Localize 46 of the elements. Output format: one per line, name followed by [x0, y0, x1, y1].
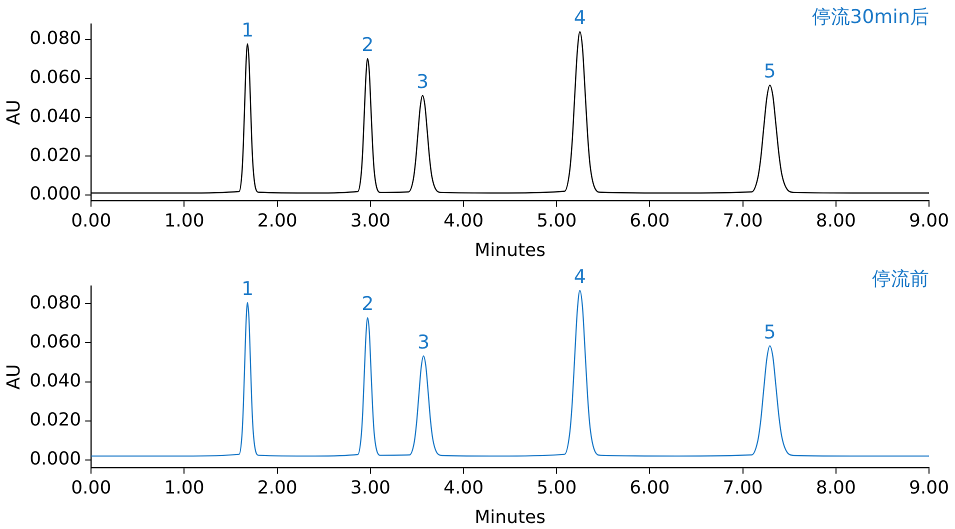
x-tick-label: 6.00 — [630, 210, 670, 232]
x-tick-label: 2.00 — [257, 477, 298, 498]
annotation: 2 — [362, 34, 374, 56]
x-tick-label: 7.00 — [722, 477, 763, 498]
x-tick-label: 1.00 — [164, 477, 204, 498]
x-tick-label: 1.00 — [164, 210, 204, 232]
x-tick-label: 4.00 — [443, 210, 484, 232]
y-tick-label: 0.020 — [30, 144, 82, 166]
annotation: 停流前 — [872, 267, 929, 292]
x-tick-label: 7.00 — [722, 210, 763, 232]
x-tick-label: 3.00 — [350, 477, 390, 498]
x-tick-label: 0.00 — [71, 477, 112, 498]
x-tick-label: 3.00 — [350, 210, 390, 232]
x-axis-title: Minutes — [474, 506, 546, 528]
y-tick-label: 0.080 — [30, 28, 82, 50]
y-tick-label: 0.000 — [30, 184, 82, 205]
x-tick-label: 8.00 — [816, 210, 856, 232]
annotation: 1 — [241, 19, 254, 42]
x-tick-label: 6.00 — [630, 477, 670, 498]
annotation: 4 — [574, 7, 586, 30]
y-tick-label: 0.000 — [30, 448, 82, 470]
annotation: 3 — [416, 70, 429, 93]
x-tick-label: 9.00 — [908, 210, 950, 232]
annotation: 停流30min后 — [812, 5, 929, 30]
x-tick-label: 5.00 — [536, 477, 577, 498]
x-tick-label: 0.00 — [71, 210, 112, 232]
y-tick-label: 0.040 — [30, 370, 82, 392]
y-tick-label: 0.040 — [30, 106, 82, 127]
annotation: 3 — [417, 331, 430, 354]
annotation: 5 — [764, 60, 776, 83]
x-tick-label: 8.00 — [816, 477, 856, 498]
x-tick-label: 9.00 — [908, 477, 950, 498]
x-axis-title: Minutes — [474, 240, 546, 261]
y-axis-title: AU — [3, 364, 24, 390]
x-tick-label: 4.00 — [443, 477, 484, 498]
y-tick-label: 0.080 — [30, 292, 82, 314]
annotation: 1 — [241, 278, 254, 300]
annotation: 5 — [764, 321, 776, 344]
y-tick-label: 0.020 — [30, 410, 82, 431]
annotation: 4 — [574, 266, 586, 288]
y-tick-label: 0.060 — [30, 67, 82, 88]
y-tick-label: 0.060 — [30, 331, 82, 352]
y-axis-title: AU — [3, 100, 24, 126]
x-tick-label: 5.00 — [536, 210, 577, 232]
annotation: 2 — [362, 293, 374, 316]
x-tick-label: 2.00 — [257, 210, 298, 232]
